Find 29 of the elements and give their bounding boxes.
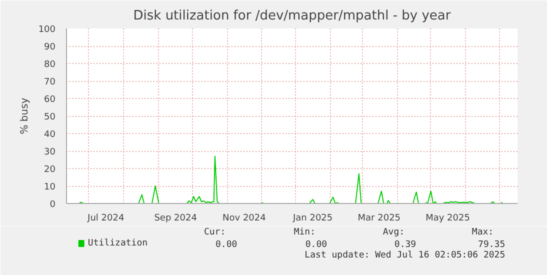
text: Avg: bbox=[382, 228, 405, 238]
text: 0.39 bbox=[394, 240, 416, 250]
text: Cur: bbox=[204, 228, 226, 238]
x-tick-label: Nov 2024 bbox=[222, 214, 266, 224]
y-tick-label: 40 bbox=[44, 130, 56, 140]
y-tick-label: 90 bbox=[44, 42, 56, 52]
text: Max: bbox=[472, 228, 494, 238]
legend-label: Utilization bbox=[88, 238, 148, 248]
chart-title: Disk utilization for /dev/mapper/mpathl - by year bbox=[133, 8, 452, 24]
y-tick-label: 10 bbox=[44, 182, 56, 192]
x-tick-label: Jan 2025 bbox=[292, 214, 333, 224]
x-tick-label: Jul 2024 bbox=[86, 214, 124, 224]
text: 79.35 bbox=[478, 240, 506, 250]
y-tick-label: 50 bbox=[44, 112, 56, 122]
y-tick-label: 60 bbox=[44, 95, 56, 105]
text: Min: bbox=[294, 228, 316, 238]
y-axis-title: % busy bbox=[19, 98, 30, 134]
y-tick-label: 30 bbox=[44, 148, 56, 158]
x-tick-label: May 2025 bbox=[426, 214, 470, 224]
text: 0.00 bbox=[305, 240, 328, 250]
text: 0.00 bbox=[215, 240, 238, 250]
x-tick-label: Mar 2025 bbox=[358, 214, 401, 224]
text: Last update: Wed Jul 16 02:05:06 2025 bbox=[304, 250, 506, 260]
y-tick-label: 80 bbox=[44, 60, 56, 70]
y-tick-label: 20 bbox=[44, 165, 56, 175]
y-tick-label: 70 bbox=[44, 78, 56, 88]
y-tick-label: 0 bbox=[50, 200, 56, 210]
y-tick-label: 100 bbox=[38, 25, 56, 35]
x-tick-label: Sep 2024 bbox=[154, 214, 198, 224]
